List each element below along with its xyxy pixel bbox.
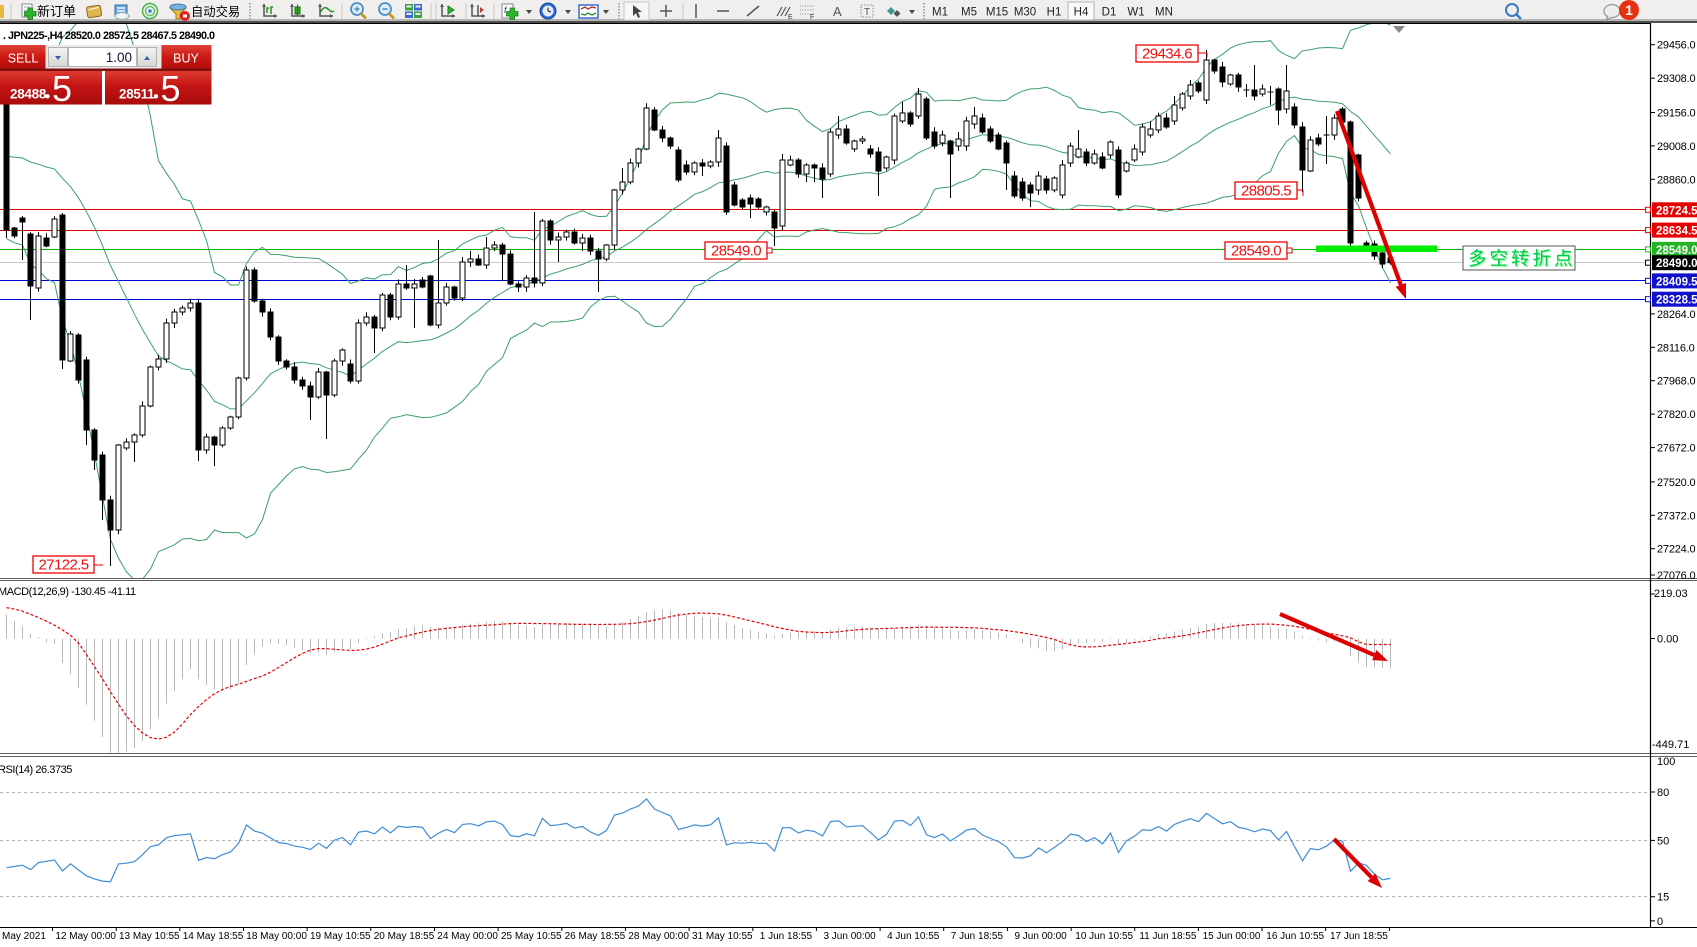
- svg-text:28724.5: 28724.5: [1656, 205, 1697, 217]
- svg-text:. JPN225-,H4 28520.0 28572.5: . JPN225-,H4 28520.0 28572.5 28467.5 284…: [3, 30, 215, 42]
- svg-text:-449.71: -449.71: [1652, 739, 1689, 751]
- svg-text:27372.0: 27372.0: [1657, 510, 1695, 522]
- svg-text:M30: M30: [1014, 7, 1036, 19]
- svg-text:27122.5: 27122.5: [38, 557, 88, 574]
- svg-text:18 May 00:00: 18 May 00:00: [246, 931, 307, 942]
- svg-text:29156.0: 29156.0: [1657, 108, 1695, 120]
- svg-text:10 Jun 10:55: 10 Jun 10:55: [1075, 931, 1133, 942]
- svg-text:28805.5: 28805.5: [1241, 183, 1291, 200]
- svg-text:28634.5: 28634.5: [1656, 226, 1697, 238]
- svg-text:BUY: BUY: [173, 52, 199, 66]
- svg-text:D1: D1: [1102, 7, 1117, 19]
- svg-text:SELL: SELL: [8, 52, 39, 66]
- svg-text:W1: W1: [1127, 7, 1144, 19]
- svg-text:28488: 28488: [10, 87, 47, 102]
- svg-text:15 Jun 00:00: 15 Jun 00:00: [1203, 931, 1261, 942]
- svg-text:f: f: [504, 5, 508, 15]
- svg-text:25 May 10:55: 25 May 10:55: [501, 931, 562, 942]
- svg-text:F: F: [810, 14, 814, 21]
- svg-text:新订单: 新订单: [37, 4, 76, 19]
- svg-text:12 May 00:00: 12 May 00:00: [55, 931, 116, 942]
- svg-text:0.00: 0.00: [1657, 634, 1678, 646]
- svg-text:27076.0: 27076.0: [1657, 570, 1695, 582]
- svg-text:1 Jun 18:55: 1 Jun 18:55: [760, 931, 813, 942]
- svg-text:1.00: 1.00: [106, 50, 132, 65]
- svg-text:11 Jun 18:55: 11 Jun 18:55: [1139, 931, 1197, 942]
- svg-text:1: 1: [1625, 2, 1633, 18]
- svg-text:29308.0: 29308.0: [1657, 73, 1695, 85]
- svg-text:28549.0: 28549.0: [1231, 243, 1281, 260]
- svg-text:26 May 18:55: 26 May 18:55: [565, 931, 626, 942]
- svg-text:28860.0: 28860.0: [1657, 174, 1695, 186]
- svg-text:16 Jun 10:55: 16 Jun 10:55: [1266, 931, 1324, 942]
- svg-text:27672.0: 27672.0: [1657, 443, 1695, 455]
- svg-text:May 2021: May 2021: [2, 931, 46, 942]
- svg-text:15: 15: [1657, 892, 1669, 904]
- svg-text:H4: H4: [1074, 7, 1089, 19]
- svg-text:28549.0: 28549.0: [711, 243, 761, 260]
- svg-text:17 Jun 18:55: 17 Jun 18:55: [1330, 931, 1388, 942]
- svg-text:219.03: 219.03: [1654, 588, 1688, 600]
- svg-text:27520.0: 27520.0: [1657, 477, 1695, 489]
- svg-text:28409.5: 28409.5: [1656, 276, 1697, 288]
- svg-text:0: 0: [1657, 916, 1663, 928]
- svg-text:29434.6: 29434.6: [1142, 46, 1192, 63]
- svg-text:MACD(12,26,9) -130.45 -41.11: MACD(12,26,9) -130.45 -41.11: [0, 586, 136, 598]
- svg-text:自动交易: 自动交易: [191, 4, 240, 19]
- svg-text:7 Jun 18:55: 7 Jun 18:55: [951, 931, 1004, 942]
- svg-text:27224.0: 27224.0: [1657, 544, 1695, 556]
- svg-text:20 May 18:55: 20 May 18:55: [374, 931, 435, 942]
- svg-text:5: 5: [52, 68, 72, 109]
- svg-text:29008.0: 29008.0: [1657, 141, 1695, 153]
- svg-text:28264.0: 28264.0: [1657, 309, 1695, 321]
- svg-text:M15: M15: [986, 7, 1008, 19]
- svg-text:4 Jun 10:55: 4 Jun 10:55: [887, 931, 940, 942]
- svg-text:50: 50: [1657, 835, 1669, 847]
- svg-text:M1: M1: [932, 7, 948, 19]
- svg-text:A: A: [833, 4, 842, 19]
- svg-text:100: 100: [1657, 756, 1675, 768]
- svg-text:28 May 00:00: 28 May 00:00: [628, 931, 689, 942]
- svg-text:80: 80: [1657, 787, 1669, 799]
- svg-text:28511: 28511: [119, 87, 155, 102]
- svg-text:27820.0: 27820.0: [1657, 409, 1695, 421]
- svg-text:5: 5: [161, 68, 181, 109]
- svg-text:13 May 10:55: 13 May 10:55: [119, 931, 180, 942]
- svg-text:28328.5: 28328.5: [1656, 295, 1697, 307]
- svg-text:31 May 10:55: 31 May 10:55: [692, 931, 753, 942]
- svg-text:3 Jun 00:00: 3 Jun 00:00: [823, 931, 876, 942]
- svg-text:MN: MN: [1155, 7, 1173, 19]
- svg-text:RSI(14) 26.3735: RSI(14) 26.3735: [0, 764, 72, 776]
- svg-text:28116.0: 28116.0: [1657, 342, 1695, 354]
- svg-text:14 May 18:55: 14 May 18:55: [183, 931, 244, 942]
- svg-text:H1: H1: [1047, 7, 1062, 19]
- svg-text:29456.0: 29456.0: [1657, 40, 1695, 52]
- svg-text:T: T: [864, 7, 870, 18]
- svg-text:19 May 10:55: 19 May 10:55: [310, 931, 371, 942]
- svg-text:28549.0: 28549.0: [1656, 245, 1697, 257]
- svg-text:多空转折点: 多空转折点: [1468, 248, 1576, 269]
- svg-text:M5: M5: [961, 7, 977, 19]
- svg-text:24 May 00:00: 24 May 00:00: [437, 931, 498, 942]
- svg-text:E: E: [788, 14, 793, 21]
- svg-text:27968.0: 27968.0: [1657, 376, 1695, 388]
- svg-text:9 Jun 00:00: 9 Jun 00:00: [1014, 931, 1067, 942]
- svg-text:28490.0: 28490.0: [1656, 258, 1697, 270]
